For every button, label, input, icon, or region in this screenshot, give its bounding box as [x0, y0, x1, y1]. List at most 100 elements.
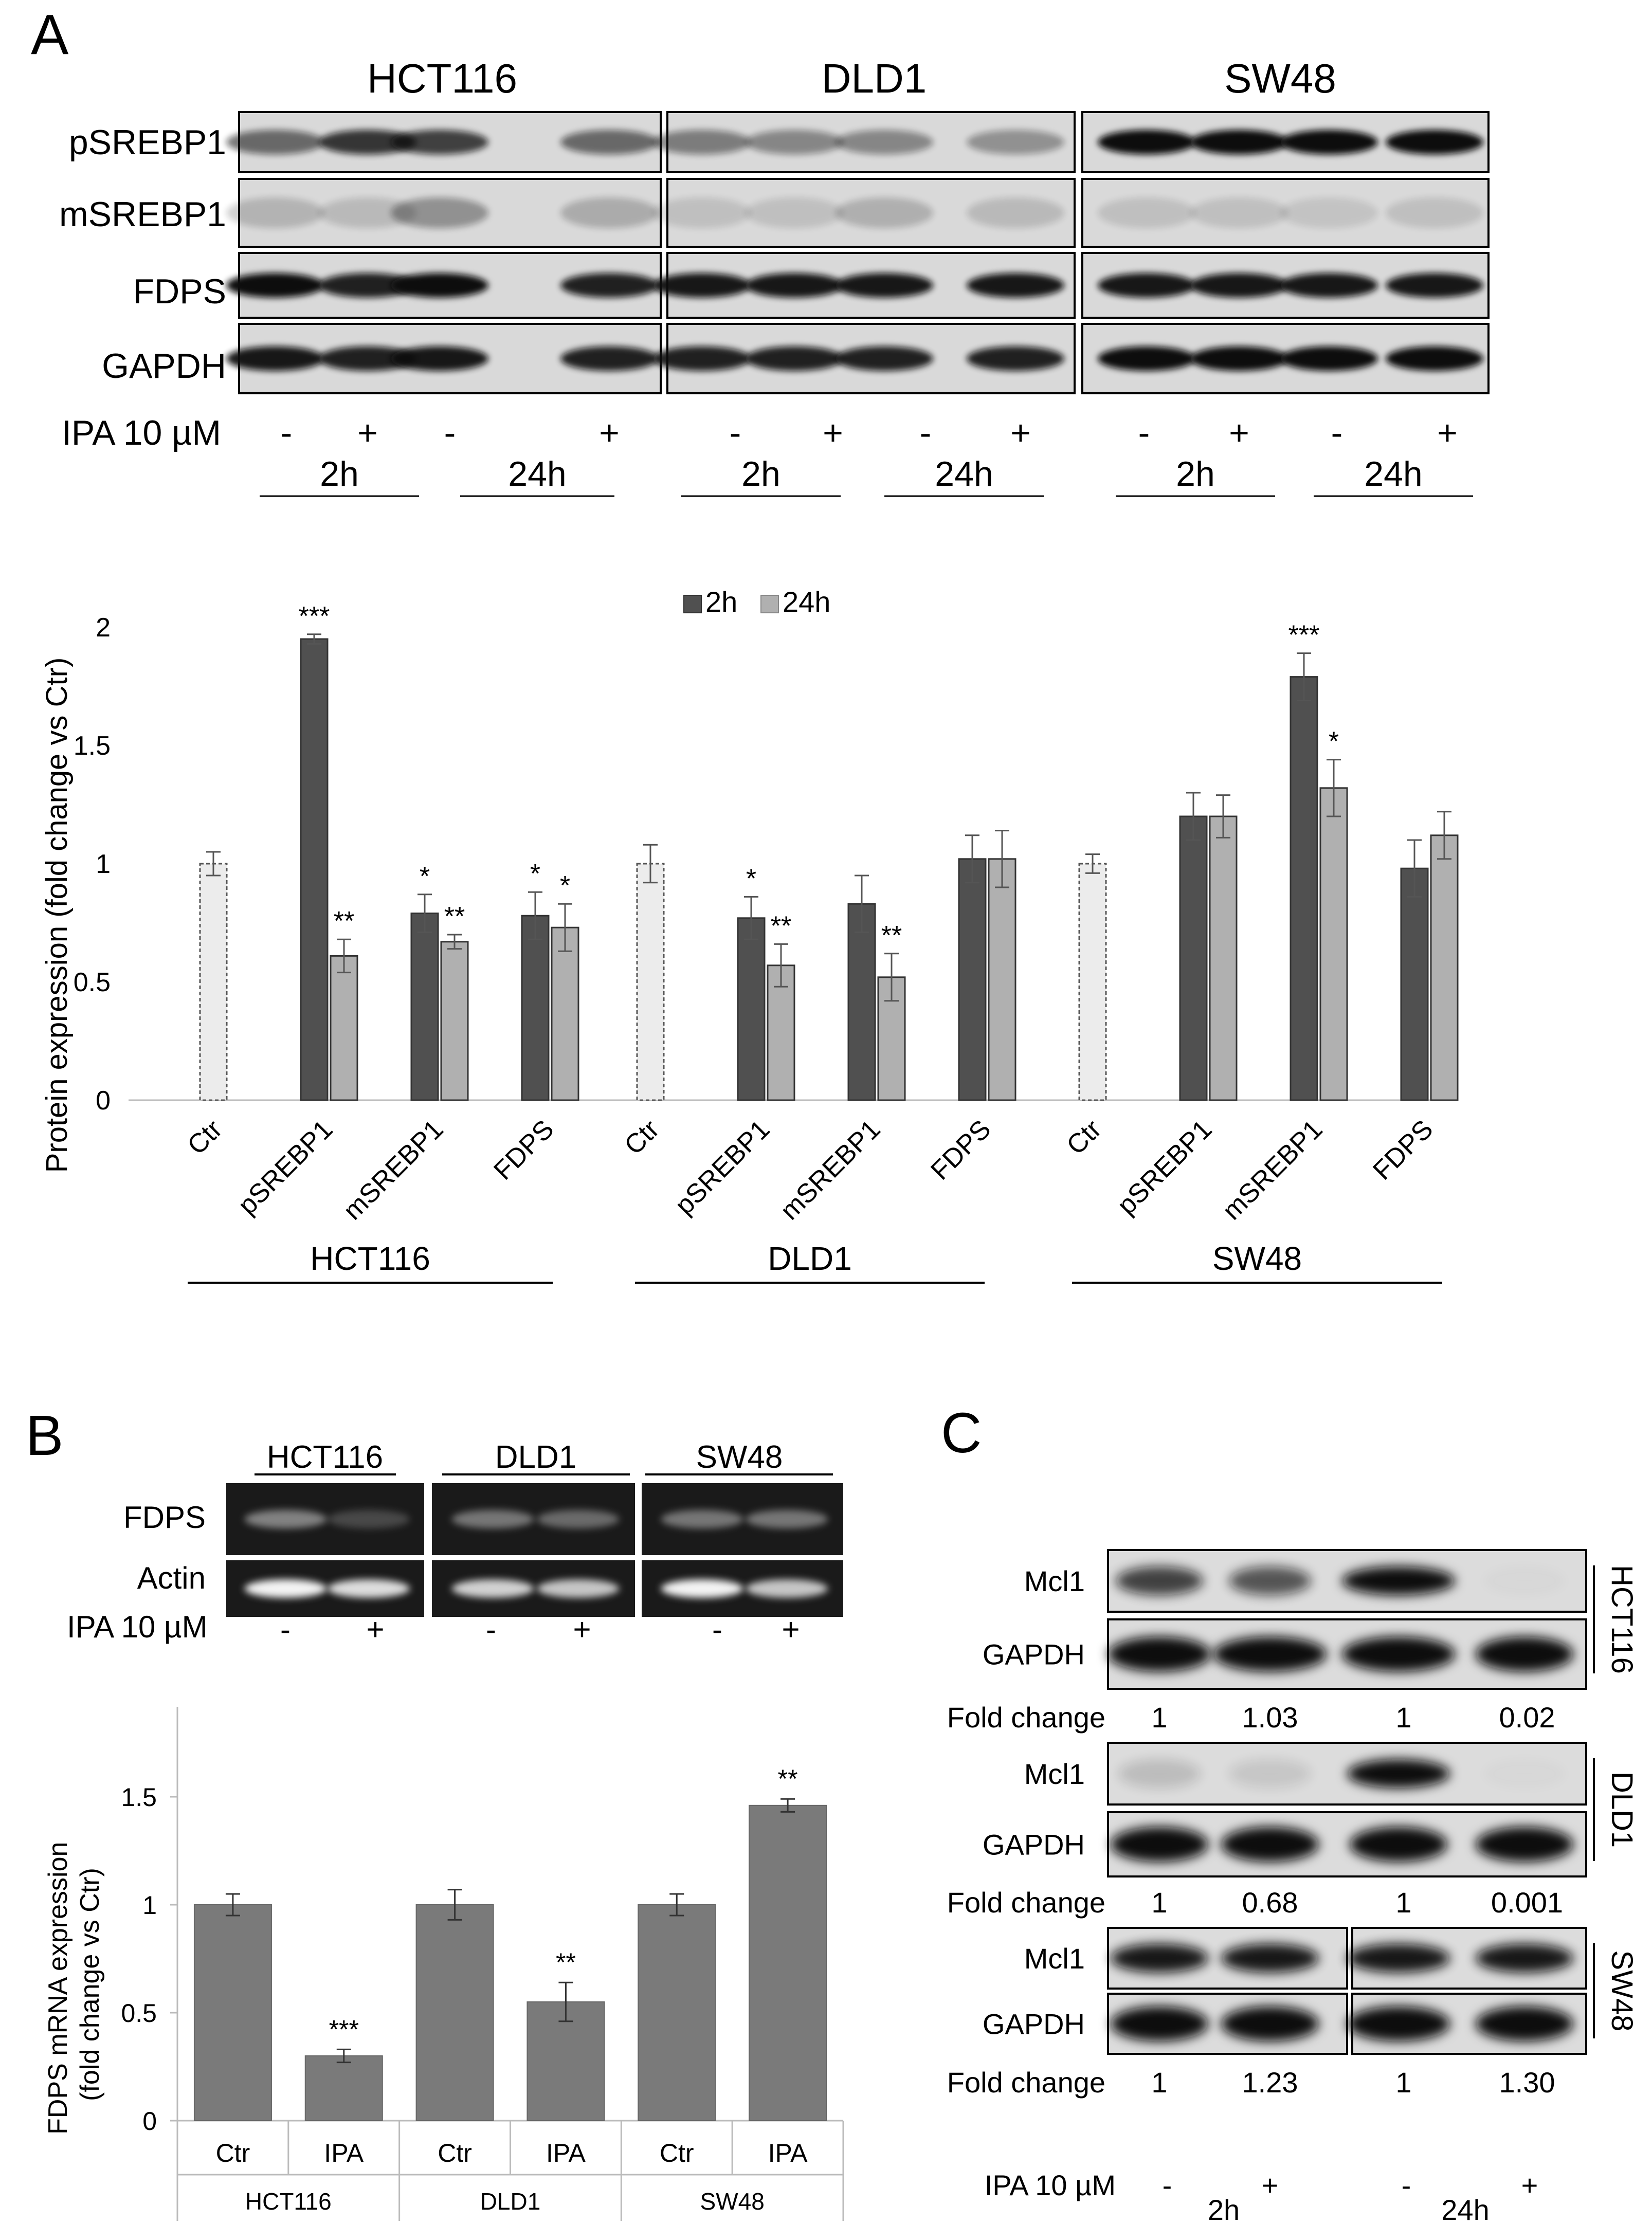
bar-sw48-psrebp1-24h — [1209, 815, 1238, 1101]
gel-row-label-fdps: FDPS — [123, 1500, 206, 1535]
panel-label-b: B — [26, 1404, 63, 1467]
sig-hct116-psrebp1-1: ** — [334, 906, 354, 936]
bar-hct116-fdps-2h — [521, 915, 550, 1101]
errorbar-hct116-psrebp1-0 — [307, 633, 321, 645]
band-hct116-gapdh-1 — [319, 346, 416, 371]
sign-a-hct116-3: + — [599, 413, 620, 452]
errorbar-b-sw48-ctr — [669, 1893, 684, 1917]
band-hct116-fdps-1 — [319, 273, 416, 298]
gel-band-dld1-fdps-1 — [537, 1510, 620, 1528]
bar-dld1-msrebp1-2h — [847, 903, 876, 1101]
blot-row-label-fdps: FDPS — [133, 272, 226, 311]
time-label-c-24h: 24h — [1441, 2194, 1489, 2224]
sign-a-sw48-1: + — [1229, 413, 1249, 452]
chart-a-xtick-dld1-1: pSREBP1 — [669, 1114, 776, 1220]
blot-c-label-dld1-gapdh: GAPDH — [983, 1829, 1085, 1861]
blot-row-label-msrebp1: mSREBP1 — [59, 195, 226, 234]
sign-a-sw48-2: - — [1331, 413, 1343, 452]
band-c-hct116-mcl1-0 — [1116, 1566, 1203, 1595]
band-hct116-msrebp1-2 — [391, 197, 488, 228]
band-hct116-psrebp1-3 — [560, 130, 658, 155]
sign-b-sw48-1: + — [782, 1612, 800, 1647]
chart-a-ytick-4: 2 — [96, 613, 111, 643]
gel-band-sw48-actin-1 — [746, 1579, 828, 1598]
band-c-dld1-mcl1-2 — [1347, 1759, 1450, 1788]
band-dld1-fdps-2 — [836, 273, 933, 298]
chart-b-group-label-dld1: DLD1 — [480, 2188, 541, 2215]
fold-change-value-hct116-0: 1 — [1151, 1701, 1167, 1734]
blot-c-label-hct116-mcl1: Mcl1 — [1024, 1565, 1085, 1597]
band-sw48-psrebp1-1 — [1190, 130, 1288, 155]
band-hct116-fdps-0 — [226, 273, 324, 298]
chart-a-xtick-dld1-3: FDPS — [925, 1114, 996, 1186]
legend-label-24h: 24h — [783, 586, 830, 618]
band-c-dld1-gapdh-0 — [1111, 1827, 1208, 1862]
chart-a-xtick-hct116-3: FDPS — [488, 1114, 559, 1186]
sign-b-hct116-1: + — [366, 1612, 384, 1647]
western-blot-panel-c: Mcl1 GAPDH HCT116 Fold change 1 1.03 1 0.02 Mcl1… — [947, 1549, 1639, 2099]
errorbar-sw48-fdps-0 — [1407, 839, 1422, 898]
sign-a-sw48-3: + — [1437, 413, 1458, 452]
bar-dld1-fdps-24h — [988, 858, 1016, 1101]
gel-band-sw48-fdps-0 — [661, 1510, 743, 1528]
sign-b-dld1-1: + — [573, 1612, 591, 1647]
band-dld1-psrebp1-0 — [653, 130, 751, 155]
sig-hct116-msrebp1-1: ** — [444, 902, 465, 932]
band-dld1-gapdh-2 — [836, 346, 933, 371]
time-label-a-0: 2h — [320, 454, 359, 494]
legend-swatch-24h — [760, 595, 779, 613]
chart-a-xtick-sw48-2: mSREBP1 — [1217, 1114, 1329, 1226]
treatment-signs-b: - + - + - + — [280, 1612, 800, 1647]
chart-a-xtick-dld1-0: Ctr — [619, 1114, 665, 1160]
bar-b-sw48-ctr — [638, 1904, 716, 2121]
fold-change-label-dld1: Fold change — [947, 1886, 1105, 1919]
errorbar-hct116-fdps-0 — [528, 891, 542, 940]
band-c-dld1-gapdh-2 — [1350, 1827, 1447, 1862]
band-hct116-psrebp1-1 — [319, 130, 416, 155]
chart-a-group-label-hct116: HCT116 — [310, 1240, 430, 1277]
chart-a-xtick-sw48-0: Ctr — [1061, 1114, 1107, 1160]
band-dld1-msrebp1-1 — [746, 197, 843, 228]
treatment-signs-c: - + - +2h 24h — [1163, 2169, 1538, 2224]
chart-b-group-label-sw48: SW48 — [700, 2188, 765, 2215]
band-c-hct116-gapdh-3 — [1476, 1636, 1573, 1672]
cell-line-label-sw48: SW48 — [1224, 56, 1336, 101]
sig-hct116-psrebp1-0: *** — [299, 601, 330, 631]
bar-sw48-msrebp1-2h — [1290, 676, 1318, 1101]
band-hct116-fdps-3 — [560, 273, 658, 298]
blot-row-label-gapdh: GAPDH — [102, 347, 226, 386]
bar-dld1-psrebp1-24h — [767, 964, 795, 1101]
band-dld1-gapdh-0 — [653, 346, 751, 371]
fold-change-value-sw48-0: 1 — [1151, 2066, 1167, 2099]
band-dld1-fdps-1 — [746, 273, 843, 298]
western-blot-panel-a — [226, 111, 1490, 394]
errorbar-b-dld1-ctr — [447, 1889, 462, 1921]
band-sw48-gapdh-2 — [1280, 346, 1378, 371]
sign-b-sw48-0: - — [712, 1612, 722, 1647]
chart-a-xtick-dld1-2: mSREBP1 — [775, 1114, 886, 1226]
chart-a-xtick-sw48-3: FDPS — [1367, 1114, 1439, 1186]
gel-band-hct116-actin-0 — [244, 1579, 327, 1598]
chart-a-ytick-1: 0.5 — [74, 968, 111, 997]
chart-b-ylabel-line1: FDPS mRNA expression — [43, 1842, 73, 2135]
band-dld1-msrebp1-3 — [967, 197, 1064, 228]
band-dld1-gapdh-3 — [967, 346, 1064, 371]
band-sw48-fdps-2 — [1280, 273, 1378, 298]
band-sw48-msrebp1-2 — [1280, 197, 1378, 228]
sign-a-hct116-1: + — [357, 413, 378, 452]
errorbar-dld1-msrebp1-0 — [855, 874, 869, 933]
chart-a-ylabel: Protein expression (fold change vs Ctr) — [40, 658, 74, 1173]
band-hct116-psrebp1-2 — [391, 130, 488, 155]
sign-a-hct116-2: - — [444, 413, 456, 452]
band-c-hct116-gapdh-1 — [1213, 1636, 1327, 1672]
legend-swatch-2h — [683, 595, 702, 613]
band-c-dld1-gapdh-1 — [1221, 1827, 1319, 1862]
errorbar-hct116-fdps-1 — [558, 903, 572, 952]
bar-b-dld1-ctr — [415, 1904, 494, 2121]
bar-b-hct116-ctr — [193, 1904, 272, 2121]
sig-dld1-msrebp1-1: ** — [881, 921, 902, 951]
gel-cell-line-dld1: DLD1 — [495, 1439, 577, 1475]
sig-hct116-fdps-0: * — [530, 859, 540, 889]
bar-sw48-msrebp1-24h — [1319, 787, 1348, 1101]
chart-a-xtick-hct116-2: mSREBP1 — [338, 1114, 449, 1226]
